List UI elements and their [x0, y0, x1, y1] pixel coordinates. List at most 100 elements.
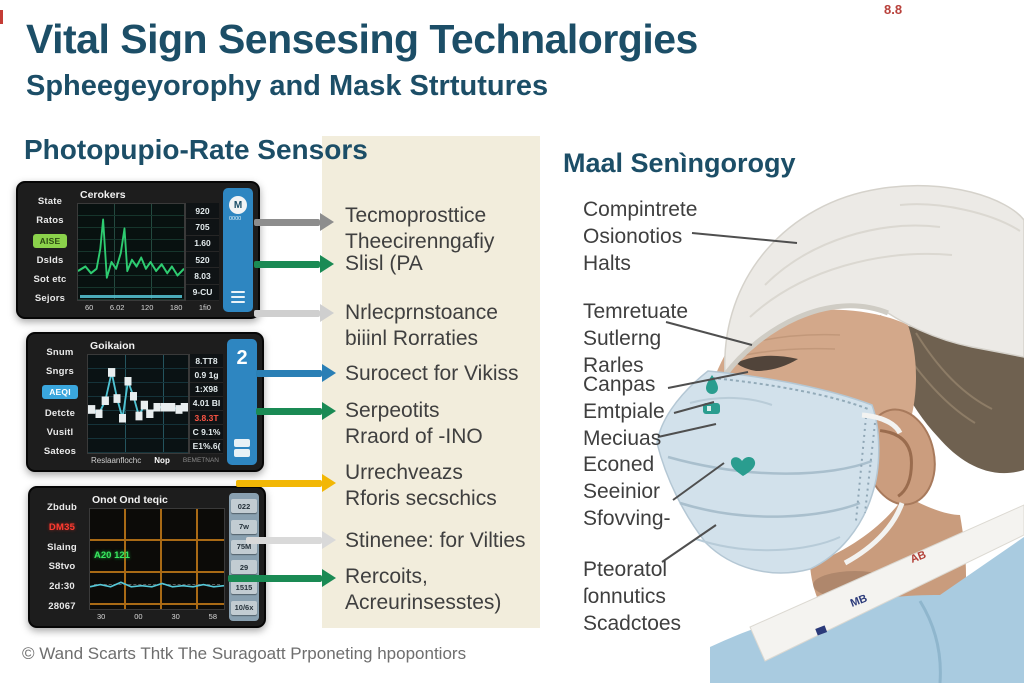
monitor2-footer: Reslaanflochc Nop BEMETNAN	[87, 454, 223, 465]
monitor3-side-label: Slaing	[47, 541, 77, 553]
monitor3-side-label: 28067	[48, 601, 76, 613]
callout-arrow	[246, 531, 336, 549]
mask-callout-label: Econed Seeinior Sfovving-	[583, 453, 671, 530]
left-section-heading: Photopupio-Rate Sensors	[24, 134, 368, 165]
mask-callout-label: Canpas Emtpiale Meciuas	[583, 373, 665, 450]
callout-label: Surocect for Vikiss	[345, 362, 519, 385]
monitor1-side-label: Sot etc	[33, 274, 67, 286]
monitor1-green-button: AISE	[32, 233, 68, 248]
teal-baseline	[80, 295, 182, 298]
x-tick: 6.02	[109, 303, 125, 312]
monitor2-blue-panel: 2	[227, 339, 257, 465]
cap-band	[723, 303, 889, 377]
panel-sub-label: 0000	[229, 216, 242, 222]
monitor3-button: 29	[231, 560, 257, 575]
monitor1-side-label: State	[37, 195, 63, 207]
monitor3-side-label: Zbdub	[46, 501, 77, 513]
x-tick: 1fi0	[198, 303, 211, 312]
callout-arrow	[256, 364, 336, 382]
corner-mark: 8.8	[884, 2, 903, 17]
patient-monitor-1: State Ratos AISE Dslds Sot etc Sejors Ce…	[16, 181, 260, 319]
edge-mark	[0, 10, 3, 24]
monitor2-sidebar: Snum Sngrs AEQI Detcte Vusitl Sateos	[33, 339, 87, 465]
monitor1-side-label: Dslds	[36, 255, 64, 267]
reading-value: 1:X98	[190, 383, 223, 397]
masked-surgeon-photo: AB MB	[656, 184, 1024, 683]
callout-arrow	[236, 474, 336, 492]
reading-value: 0.9 1g	[190, 368, 223, 383]
monitor3-button-column: 022 7w 75M 29 1515 10/6x	[229, 493, 259, 621]
cream-background-panel	[322, 136, 540, 628]
monitor3-alert-label: DM35	[48, 521, 76, 533]
mask-callout-label: Pteoratol ſonnutics Scadctoes	[583, 558, 682, 635]
monitor2-side-label: Detcte	[44, 407, 76, 419]
monitor1-blue-panel: M 0000	[223, 188, 253, 312]
trend-waveform	[88, 368, 188, 423]
callout-arrow	[254, 213, 334, 231]
monitor1-title: Cerokers	[80, 189, 126, 201]
surgical-mask	[656, 370, 880, 574]
ecg-waveform	[78, 218, 184, 279]
collar-red-tag: AB	[909, 549, 928, 566]
callout-label: Tecmoprosttice Theecirenngafiy	[345, 204, 495, 253]
x-tick: 60	[85, 303, 94, 312]
callout-label: Serpeotits Rraord of -INO	[345, 399, 483, 448]
monitor3-side-label: 2d:30	[49, 581, 75, 593]
reading-value: C 9.1%	[190, 425, 223, 440]
monitor1-side-label: Ratos	[36, 214, 64, 226]
patient-monitor-3: Zbdub DM35 Slaing S8tvo 2d:30 28067 Onot…	[28, 486, 266, 628]
hair	[880, 315, 1024, 474]
monitor3-button: 10/6x	[231, 600, 257, 615]
monitor2-footer-label: Nop	[154, 456, 170, 465]
monitor2-title: Goikaion	[90, 340, 135, 352]
monitor3-side-label: S8tvo	[48, 561, 76, 573]
x-tick: 120	[140, 303, 154, 312]
monitor3-button: 1515	[231, 580, 257, 595]
panel-logo-icon: M	[229, 196, 247, 214]
reading-value: 920	[186, 203, 219, 220]
monitor2-footer-label: Reslaanflochc	[91, 456, 142, 465]
monitor1-sidebar: State Ratos AISE Dslds Sot etc Sejors	[23, 188, 77, 312]
monitor2-side-label: Sngrs	[46, 366, 74, 378]
patient-monitor-2: Snum Sngrs AEQI Detcte Vusitl Sateos Goi…	[26, 332, 264, 472]
monitor2-footer-label: BEMETNAN	[182, 457, 219, 464]
eyebrow	[736, 355, 798, 371]
monitor3-button: 7w	[231, 519, 257, 534]
callout-arrow	[254, 255, 334, 273]
flat-waveform	[90, 581, 224, 588]
reading-value: 8.03	[186, 268, 219, 285]
grid-screen: A20 121	[89, 508, 225, 610]
panel-number: 2	[236, 347, 248, 369]
mask-callout-label: Temretuate Sutlerng Rarles	[583, 300, 689, 377]
monitor3-x-axis: 30 00 30 58	[89, 610, 225, 621]
x-tick: 00	[134, 612, 143, 621]
page-title: Vital Sign Sensesing Technalorgies	[26, 16, 698, 62]
reading-value: 8.TT8	[190, 354, 223, 369]
callout-label: Urrechveazs Rforis secschics	[345, 461, 497, 510]
callout-label: Nrlecprnstoance biiinl Rorraties	[345, 301, 498, 350]
monitor2-side-label: Snum	[46, 347, 74, 359]
monitor1-side-label: Sejors	[34, 293, 66, 305]
teal-badge-icon	[703, 403, 720, 414]
x-tick: 30	[171, 612, 180, 621]
x-tick: 180	[169, 303, 183, 312]
monitor3-title: Onot Ond teqic	[92, 494, 168, 506]
panel-badges	[234, 437, 250, 459]
reading-value: 4.01 BI	[190, 397, 223, 412]
reading-value: 705	[186, 219, 219, 236]
collar-navy-tag: MB	[849, 592, 869, 609]
collar-band	[749, 504, 1024, 662]
reading-value: 9-CU	[186, 285, 219, 301]
callout-arrow	[256, 402, 336, 420]
callout-arrow	[254, 304, 334, 322]
reading-value: 520	[186, 252, 219, 269]
monitor2-side-label: Vusitl	[46, 426, 74, 438]
trend-screen	[87, 354, 189, 454]
footer-credit: © Wand Scarts Thtk The Suragoatt Prponet…	[22, 644, 467, 663]
mask-pleat	[679, 501, 861, 518]
right-section-heading: Maal Senìngorogy	[563, 148, 796, 178]
reading-value: 1.60	[186, 236, 219, 252]
mask-callout-label: Compintrete Osionotios Halts	[583, 198, 698, 275]
x-tick: 30	[97, 612, 106, 621]
